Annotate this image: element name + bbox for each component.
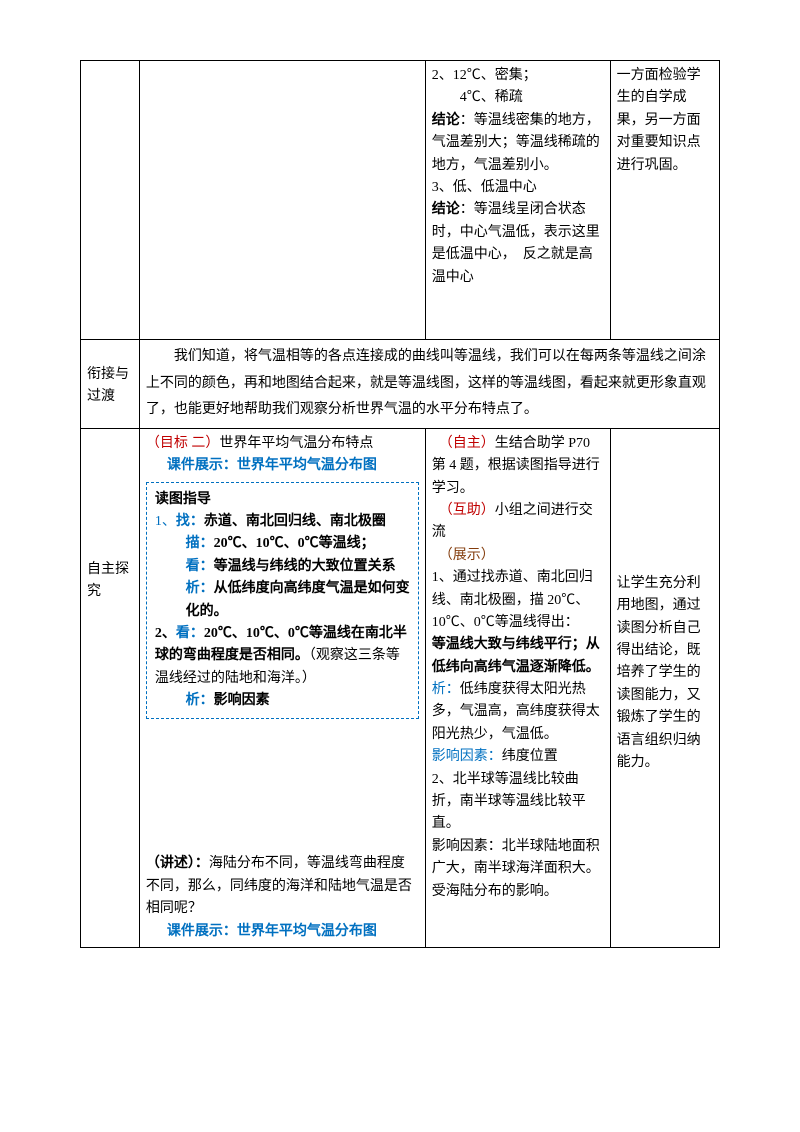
row3-mid-cell: （目标 二）世界年平均气温分布特点 课件展示：世界年平均气温分布图 读图指导 1… bbox=[139, 428, 425, 947]
row1-right-cell: 2、12℃、密集； 4℃、稀疏 结论：等温线密集的地方，气温差别大；等温线稀疏的… bbox=[425, 61, 610, 340]
goal-label: （目标 二） bbox=[146, 436, 220, 451]
see2-label: 看： bbox=[176, 626, 204, 641]
box-item2: 2、看：20℃、10℃、0℃等温线在南北半球的弯曲程度是否相同。（观察这三条等温… bbox=[155, 623, 410, 690]
row1-label-cell bbox=[81, 61, 140, 340]
anal-text: 从低纬度向高纬度气温是如何变化的。 bbox=[186, 581, 410, 618]
row3-label-cell: 自主探究 bbox=[81, 428, 140, 947]
lesson-table: 2、12℃、密集； 4℃、稀疏 结论：等温线密集的地方，气温差别大；等温线稀疏的… bbox=[80, 60, 720, 948]
row2-text-cell: 我们知道，将气温相等的各点连接成的曲线叫等温线，我们可以在每两条等温线之间涂上不… bbox=[139, 340, 719, 429]
factor-text: 纬度位置 bbox=[502, 749, 558, 764]
p2: 2、北半球等温线比较曲折，南半球等温线比较平直。 bbox=[432, 769, 604, 836]
row1-mid-cell bbox=[139, 61, 425, 340]
conclusion-label: 结论 bbox=[432, 113, 460, 128]
row1-line3: 3、低、低温中心 bbox=[432, 177, 604, 199]
factor-line: 影响因素：纬度位置 bbox=[432, 746, 604, 768]
mutual-label: （互助） bbox=[446, 503, 495, 518]
box-item1: 1、找：赤道、南北回归线、南北极圈 bbox=[155, 511, 410, 533]
row1-conclusion1: 结论：等温线密集的地方，气温差别大；等温线稀疏的地方，气温差别小。 bbox=[432, 110, 604, 177]
p3: 影响因素：北半球陆地面积广大，南半球海洋面积大。受海陆分布的影响。 bbox=[432, 836, 604, 903]
anal2-label: 析： bbox=[186, 693, 214, 708]
goal-line: （目标 二）世界年平均气温分布特点 bbox=[146, 433, 419, 455]
p1-bold: 等温线大致与纬线平行；从低纬向高纬气温逐渐降低。 bbox=[432, 634, 604, 679]
row2-label-cell: 衔接与过渡 bbox=[81, 340, 140, 429]
draw-label: 描： bbox=[186, 536, 214, 551]
courseware2-line: 课件展示：世界年平均气温分布图 bbox=[146, 921, 419, 943]
row1-line1b: 4℃、稀疏 bbox=[432, 87, 604, 109]
see-label: 看： bbox=[186, 559, 214, 574]
box-analyze: 析：从低纬度向高纬度气温是如何变化的。 bbox=[155, 578, 410, 623]
anal2-text: 影响因素 bbox=[214, 693, 270, 708]
spacer bbox=[617, 433, 713, 573]
spacer bbox=[146, 723, 419, 853]
anal-label: 析： bbox=[432, 682, 460, 697]
row3-right-cell: （自主）生结合助学 P70 第 4 题，根据读图指导进行学习。 （互助）小组之间… bbox=[425, 428, 610, 947]
show-label: （展示） bbox=[446, 548, 495, 563]
row1-line1: 2、12℃、密集； bbox=[432, 65, 604, 87]
row1-conclusion2: 结论：等温线呈闭合状态时，中心气温低，表示这里是低温中心， 反之就是高温中心 bbox=[432, 199, 604, 289]
n2: 2、 bbox=[155, 626, 176, 641]
n1: 1、 bbox=[155, 514, 176, 529]
anal-label: 析： bbox=[186, 581, 214, 596]
show-line: （展示） bbox=[432, 545, 604, 567]
table-row: 衔接与过渡 我们知道，将气温相等的各点连接成的曲线叫等温线，我们可以在每两条等温… bbox=[81, 340, 720, 429]
row3-note-cell: 让学生充分利用地图，通过读图分析自己得出结论，既培养了学生的读图能力，又锻炼了学… bbox=[610, 428, 719, 947]
row1-note-cell: 一方面检验学生的自学成果，另一方面对重要知识点进行巩固。 bbox=[610, 61, 719, 340]
self-line: （自主）生结合助学 P70 第 4 题，根据读图指导进行学习。 bbox=[432, 433, 604, 500]
see-text: 等温线与纬线的大致位置关系 bbox=[214, 559, 396, 574]
find-text: 赤道、南北回归线、南北极圈 bbox=[204, 514, 386, 529]
lecture-line: （讲述）：海陆分布不同，等温线弯曲程度不同，那么，同纬度的海洋和陆地气温是否相同… bbox=[146, 853, 419, 920]
draw-text: 20℃、10℃、0℃等温线； bbox=[214, 536, 375, 551]
box-see: 看：等温线与纬线的大致位置关系 bbox=[155, 556, 410, 578]
box-draw: 描：20℃、10℃、0℃等温线； bbox=[155, 533, 410, 555]
table-row: 自主探究 （目标 二）世界年平均气温分布特点 课件展示：世界年平均气温分布图 读… bbox=[81, 428, 720, 947]
row3-note-text: 让学生充分利用地图，通过读图分析自己得出结论，既培养了学生的读图能力，又锻炼了学… bbox=[617, 573, 713, 775]
box-analyze2: 析：影响因素 bbox=[155, 690, 410, 712]
goal-text: 世界年平均气温分布特点 bbox=[219, 436, 373, 451]
factor-label: 影响因素： bbox=[432, 749, 502, 764]
anal-line: 析：低纬度获得太阳光热多，气温高，高纬度获得太阳光热少，气温低。 bbox=[432, 679, 604, 746]
self-label: （自主） bbox=[446, 436, 495, 451]
row3-label: 自主探究 bbox=[87, 562, 129, 599]
box-title: 读图指导 bbox=[155, 489, 410, 511]
courseware-line: 课件展示：世界年平均气温分布图 bbox=[146, 455, 419, 477]
lecture-label: （讲述）： bbox=[146, 856, 209, 871]
reading-guide-box: 读图指导 1、找：赤道、南北回归线、南北极圈 描：20℃、10℃、0℃等温线； … bbox=[146, 482, 419, 720]
conclusion-label: 结论 bbox=[432, 202, 460, 217]
find-label: 找： bbox=[176, 514, 204, 529]
lesson-plan-page: 2、12℃、密集； 4℃、稀疏 结论：等温线密集的地方，气温差别大；等温线稀疏的… bbox=[0, 0, 800, 988]
mutual-line: （互助）小组之间进行交流 bbox=[432, 500, 604, 545]
table-row: 2、12℃、密集； 4℃、稀疏 结论：等温线密集的地方，气温差别大；等温线稀疏的… bbox=[81, 61, 720, 340]
p1: 1、通过找赤道、南北回归线、南北极圈，描 20℃、10℃、0℃等温线得出： bbox=[432, 567, 604, 634]
